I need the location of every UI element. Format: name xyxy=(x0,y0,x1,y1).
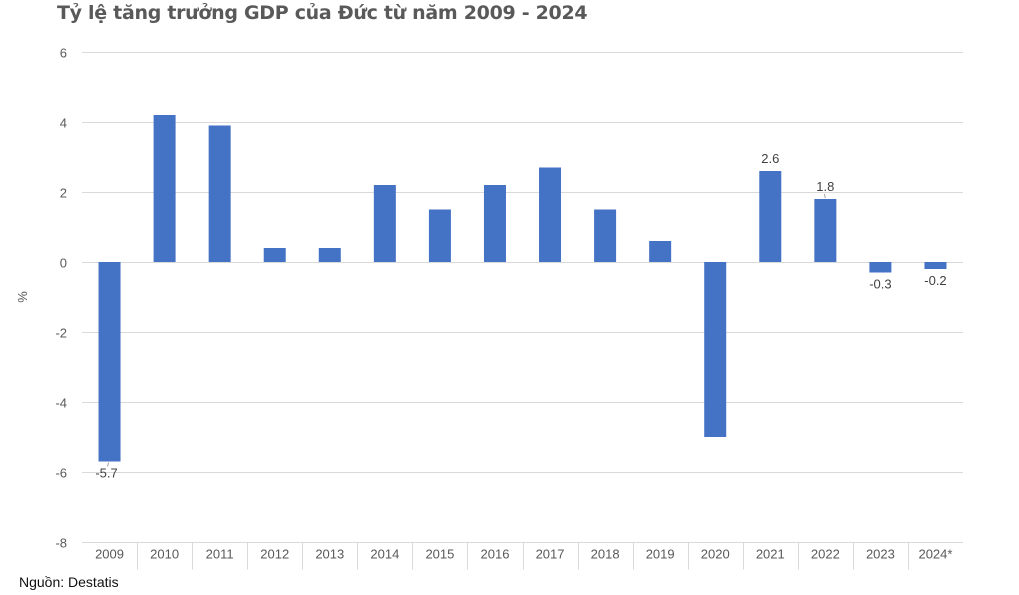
bar-2024 xyxy=(924,262,947,269)
bar-2021 xyxy=(759,171,782,262)
data-label: 2.6 xyxy=(761,151,779,166)
x-axis: 2009 2010 2011 2012 2013 2014 2015 2016 2017 2018… xyxy=(82,542,963,570)
leader-line xyxy=(107,462,110,467)
chart-title: Tỷ lệ tăng trưởng GDP của Đức từ năm 200… xyxy=(57,2,588,24)
bar-2009 xyxy=(98,262,121,462)
x-tick-label: 2018 xyxy=(591,547,620,562)
x-tick-label: 2012 xyxy=(260,547,289,562)
bars xyxy=(98,115,947,462)
bar-2015 xyxy=(428,209,451,262)
x-tick-label: 2023 xyxy=(866,547,895,562)
bar-2013 xyxy=(318,248,341,262)
x-tick-label: 2017 xyxy=(536,547,565,562)
y-tick-label: 2 xyxy=(60,186,67,201)
x-tick-label: 2020 xyxy=(701,547,730,562)
bar-2019 xyxy=(649,241,672,262)
data-label: 1.8 xyxy=(816,179,834,194)
gridlines xyxy=(82,52,963,473)
x-tick-label: 2022 xyxy=(811,547,840,562)
bar-2018 xyxy=(594,209,617,262)
bar-2011 xyxy=(208,125,231,262)
bar-2010 xyxy=(153,115,176,262)
x-tick-label: 2011 xyxy=(206,547,234,562)
y-axis-label: % xyxy=(15,291,30,303)
y-tick-label: 4 xyxy=(60,116,67,131)
y-tick-label: -4 xyxy=(55,396,67,411)
y-tick-label: -6 xyxy=(55,466,67,481)
x-tick-label: 2021 xyxy=(756,547,785,562)
x-tick-label: 2019 xyxy=(646,547,675,562)
bar-2014 xyxy=(373,185,396,262)
bar-2016 xyxy=(483,185,506,262)
y-axis-tick-labels: 6 4 2 0 -2 -4 -6 -8 xyxy=(55,46,67,551)
x-tick-label: 2016 xyxy=(481,547,510,562)
source-note: Nguồn: Destatis xyxy=(19,574,119,590)
data-label: -0.3 xyxy=(869,277,891,292)
x-tick-label: 2015 xyxy=(425,547,454,562)
y-tick-label: 0 xyxy=(60,256,67,271)
bar-2012 xyxy=(263,248,286,262)
x-tick-label: 2010 xyxy=(150,547,179,562)
bar-2020 xyxy=(704,262,727,437)
x-tick-label: 2009 xyxy=(95,547,124,562)
bar-2023 xyxy=(869,262,892,273)
leader-line xyxy=(823,193,826,199)
x-tick-label: 2024* xyxy=(918,547,952,562)
y-tick-label: 6 xyxy=(60,46,67,61)
data-label: -0.2 xyxy=(924,273,946,288)
bar-2017 xyxy=(539,167,562,262)
bar-2022 xyxy=(814,199,837,262)
x-tick-label: 2014 xyxy=(370,547,399,562)
y-tick-label: -2 xyxy=(55,326,67,341)
data-label: -5.7 xyxy=(95,466,117,481)
data-labels: -5.7 2.6 1.8 -0.3 -0.2 xyxy=(95,151,946,481)
x-tick-label: 2013 xyxy=(315,547,344,562)
y-tick-label: -8 xyxy=(55,536,67,551)
